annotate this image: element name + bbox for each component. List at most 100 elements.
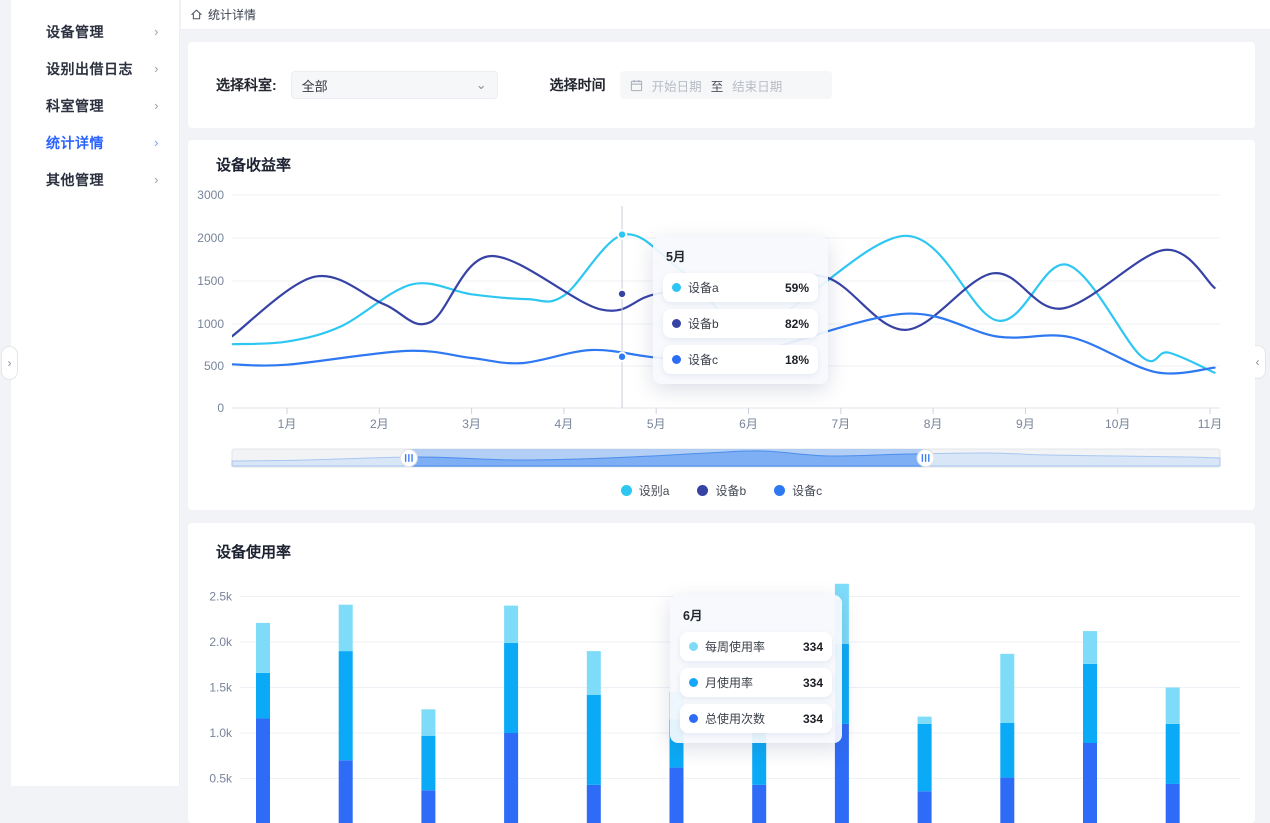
svg-text:1.0k: 1.0k [209, 726, 233, 740]
svg-text:2.5k: 2.5k [209, 590, 233, 604]
legend-dot-icon [621, 485, 632, 496]
breadcrumb-title: 统计详情 [208, 6, 256, 23]
breadcrumb: 统计详情 [181, 0, 1270, 30]
home-icon [190, 8, 203, 21]
sidebar-item-label: 统计详情 [46, 133, 104, 153]
tooltip-series-label: 设备b [688, 315, 719, 332]
datazoom-right-handle[interactable] [917, 450, 934, 467]
bar-11月 [1083, 631, 1097, 823]
series-dot-icon [689, 678, 698, 687]
chevron-right-icon: › [154, 61, 159, 76]
series-dot-icon [672, 283, 681, 292]
tooltip-series-value: 334 [803, 712, 823, 726]
chevron-right-icon: › [154, 98, 159, 113]
sidebar-item-0[interactable]: 设备管理 › [11, 13, 179, 50]
svg-text:8月: 8月 [924, 417, 943, 431]
collapse-left-handle[interactable]: › [1, 346, 18, 380]
series-dot-icon [672, 355, 681, 364]
svg-text:3月: 3月 [462, 417, 481, 431]
tooltip-series-value: 59% [785, 281, 809, 295]
svg-text:7月: 7月 [831, 417, 850, 431]
sidebar-menu: 设备管理 › 设别出借日志 › 科室管理 › 统计详情 › 其他管理 › [11, 0, 179, 198]
revenue-tooltip-row-2: 设备c 18% [663, 345, 818, 374]
tooltip-series-value: 334 [803, 676, 823, 690]
sidebar: 设备管理 › 设别出借日志 › 科室管理 › 统计详情 › 其他管理 › [10, 0, 180, 786]
tooltip-series-value: 18% [785, 353, 809, 367]
filter-card: 选择科室: 全部 ⌄ 选择时间 开始日期 至 结束日期 [188, 42, 1255, 128]
legend-dot-icon [774, 485, 785, 496]
svg-text:0: 0 [217, 401, 224, 415]
bar-9月 [918, 717, 932, 823]
end-date-input[interactable]: 结束日期 [732, 76, 782, 95]
tooltip-series-label: 设备a [688, 279, 719, 296]
legend-label: 设备c [792, 482, 822, 499]
sidebar-item-3[interactable]: 统计详情 › [11, 124, 179, 161]
revenue-tooltip: 5月 设备a 59% 设备b 82% 设备c 18% [653, 236, 828, 384]
revenue-tooltip-row-1: 设备b 82% [663, 309, 818, 338]
datazoom-left-handle[interactable] [400, 450, 417, 467]
usage-tooltip-row-2: 总使用次数 334 [680, 704, 832, 733]
svg-text:5月: 5月 [647, 417, 666, 431]
sidebar-item-2[interactable]: 科室管理 › [11, 87, 179, 124]
date-range-picker[interactable]: 开始日期 至 结束日期 [620, 71, 832, 99]
series-dot-icon [672, 319, 681, 328]
chevron-right-icon: › [8, 356, 12, 370]
revenue-legend: 设别a 设备b 设备c [188, 482, 1255, 499]
tooltip-series-label: 每周使用率 [705, 638, 765, 655]
bar-10月 [1000, 654, 1014, 823]
sidebar-item-label: 科室管理 [46, 96, 104, 116]
svg-text:1500: 1500 [197, 274, 224, 288]
svg-text:4月: 4月 [555, 417, 574, 431]
legend-label: 设别a [639, 482, 670, 499]
tooltip-series-label: 设备c [688, 351, 718, 368]
chevron-right-icon: › [154, 24, 159, 39]
chevron-down-icon: ⌄ [476, 80, 487, 90]
sidebar-item-label: 设别出借日志 [46, 59, 133, 79]
tooltip-series-label: 月使用率 [705, 674, 753, 691]
usage-tooltip-row-0: 每周使用率 334 [680, 632, 832, 661]
sidebar-item-1[interactable]: 设别出借日志 › [11, 50, 179, 87]
series-dot-icon [689, 642, 698, 651]
svg-text:10月: 10月 [1105, 417, 1130, 431]
tooltip-series-value: 334 [803, 640, 823, 654]
tooltip-series-value: 82% [785, 317, 809, 331]
sidebar-item-label: 其他管理 [46, 170, 104, 190]
legend-item-2[interactable]: 设备c [774, 482, 822, 499]
date-separator: 至 [711, 76, 724, 95]
bar-5月 [587, 651, 601, 823]
svg-text:3000: 3000 [197, 188, 224, 202]
legend-item-1[interactable]: 设备b [697, 482, 746, 499]
usage-tooltip: 6月 每周使用率 334 月使用率 334 总使用次数 334 [670, 595, 842, 743]
series-dot-icon [689, 714, 698, 723]
hover-dot-设备b [618, 290, 626, 298]
revenue-tooltip-row-0: 设备a 59% [663, 273, 818, 302]
calendar-icon [630, 79, 643, 92]
svg-text:6月: 6月 [739, 417, 758, 431]
svg-text:1000: 1000 [197, 317, 224, 331]
legend-item-0[interactable]: 设别a [621, 482, 670, 499]
svg-text:2.0k: 2.0k [209, 635, 233, 649]
start-date-input[interactable]: 开始日期 [652, 76, 702, 95]
revenue-tooltip-title: 5月 [666, 246, 818, 265]
chevron-right-icon: › [154, 135, 159, 150]
tooltip-series-label: 总使用次数 [705, 710, 765, 727]
svg-text:11月: 11月 [1198, 417, 1222, 431]
hover-dot-设备a [618, 230, 626, 238]
bar-1月 [256, 623, 270, 823]
svg-text:0.5k: 0.5k [209, 772, 233, 786]
dept-select-value: 全部 [302, 76, 328, 95]
usage-tooltip-title: 6月 [683, 605, 832, 624]
sidebar-item-label: 设备管理 [46, 22, 104, 42]
usage-tooltip-row-1: 月使用率 334 [680, 668, 832, 697]
sidebar-item-4[interactable]: 其他管理 › [11, 161, 179, 198]
dept-select[interactable]: 全部 ⌄ [291, 71, 498, 99]
time-select-label: 选择时间 [550, 75, 606, 95]
bar-3月 [421, 709, 435, 823]
chevron-right-icon: › [154, 172, 159, 187]
dept-select-label: 选择科室: [216, 75, 277, 95]
bar-12月 [1166, 688, 1180, 823]
hover-dot-设备c [618, 353, 626, 361]
svg-text:9月: 9月 [1016, 417, 1035, 431]
